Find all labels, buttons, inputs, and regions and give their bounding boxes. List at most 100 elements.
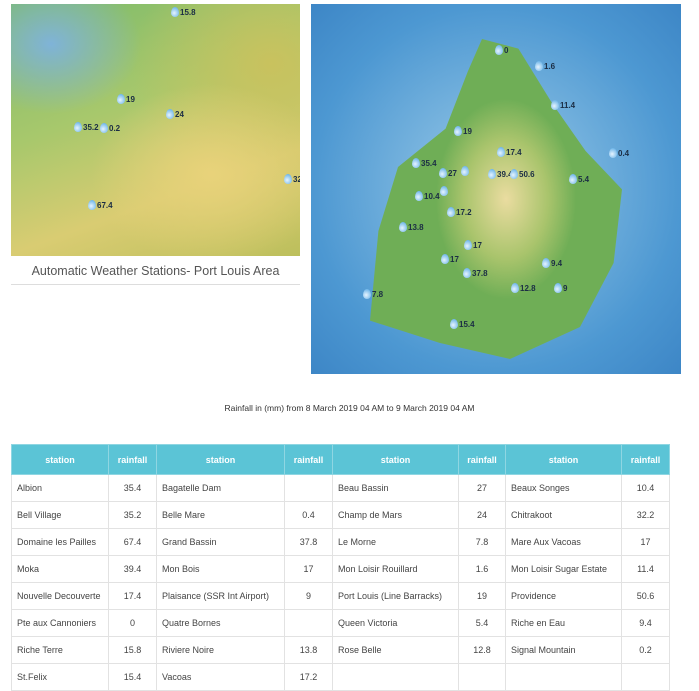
marker-value: 0 [504, 45, 509, 55]
raindrop-icon [399, 222, 407, 232]
raindrop-icon [439, 168, 447, 178]
station-cell: Mon Loisir Rouillard [332, 555, 459, 583]
station-cell: Pte aux Cannoniers [11, 609, 109, 637]
station-cell: Mon Loisir Sugar Estate [505, 555, 622, 583]
rainfall-cell: 24 [458, 501, 506, 529]
raindrop-icon [88, 200, 96, 210]
marker-value: 17 [473, 240, 482, 250]
station-cell [505, 663, 622, 691]
station-marker: 15.4 [450, 319, 475, 329]
island-terrain [370, 39, 622, 359]
rainfall-cell: 50.6 [621, 582, 670, 610]
raindrop-icon [464, 240, 472, 250]
rainfall-cell [284, 609, 333, 637]
station-header: station [156, 444, 285, 475]
station-cell: Riche Terre [11, 636, 109, 664]
rainfall-header: rainfall [621, 444, 670, 475]
station-cell: Albion [11, 474, 109, 502]
marker-value: 17.4 [506, 147, 522, 157]
table-header-row: station rainfall station rainfall station rai… [11, 444, 670, 475]
marker-value: 17.2 [456, 207, 472, 217]
marker-value: 27 [448, 168, 457, 178]
station-marker: 12.8 [511, 283, 536, 293]
station-marker: 5.4 [569, 174, 589, 184]
marker-value: 12.8 [520, 283, 536, 293]
station-cell: Rose Belle [332, 636, 459, 664]
raindrop-icon [171, 7, 179, 17]
raindrop-icon [454, 126, 462, 136]
station-marker: 19 [117, 94, 135, 104]
station-cell: Vacoas [156, 663, 285, 691]
rainfall-cell: 35.2 [108, 501, 157, 529]
station-marker: 35.2 [74, 122, 99, 132]
raindrop-icon [535, 61, 543, 71]
station-cell: Signal Mountain [505, 636, 622, 664]
raindrop-icon [415, 191, 423, 201]
station-cell: Quatre Bornes [156, 609, 285, 637]
raindrop-icon [284, 174, 292, 184]
raindrop-icon [488, 169, 496, 179]
station-header: station [332, 444, 459, 475]
station-cell: Moka [11, 555, 109, 583]
station-marker: 27 [439, 168, 457, 178]
raindrop-icon [74, 122, 82, 132]
station-marker: 7.8 [363, 289, 383, 299]
marker-value: 11.4 [560, 100, 576, 110]
marker-value: 1.6 [544, 61, 556, 71]
rainfall-cell [458, 663, 506, 691]
rainfall-cell: 19 [458, 582, 506, 610]
rainfall-cell: 37.8 [284, 528, 333, 556]
station-marker: 39.4 [488, 169, 513, 179]
station-marker: 50.6 [510, 169, 535, 179]
marker-value: 10.4 [424, 191, 440, 201]
marker-value: 0.4 [618, 148, 630, 158]
rainfall-cell: 17.4 [108, 582, 157, 610]
table-row: Moka 39.4 Mon Bois 17 Mon Loisir Rouillard 1.… [11, 555, 670, 583]
raindrop-icon [510, 169, 518, 179]
marker-value: 37.8 [472, 268, 488, 278]
marker-value: 39.4 [497, 169, 513, 179]
table-row: St.Felix 15.4 Vacoas 17.2 [11, 663, 670, 691]
station-marker: 11.4 [551, 100, 575, 110]
raindrop-icon [441, 254, 449, 264]
rainfall-cell: 27 [458, 474, 506, 502]
table-row: Albion 35.4 Bagatelle Dam Beau Bassin 27 Beau… [11, 474, 670, 502]
raindrop-icon [450, 319, 458, 329]
rainfall-cell: 0.2 [621, 636, 670, 664]
station-header: station [505, 444, 622, 475]
marker-value: 0.2 [109, 123, 121, 133]
marker-value: 7.8 [372, 289, 384, 299]
rainfall-cell [621, 663, 670, 691]
marker-value: 15.8 [180, 7, 196, 17]
table-row: Nouvelle Decouverte 17.4 Plaisance (SSR In… [11, 582, 670, 610]
rainfall-cell: 15.8 [108, 636, 157, 664]
rainfall-cell: 5.4 [458, 609, 506, 637]
marker-value: 19 [463, 126, 472, 136]
rainfall-header: rainfall [108, 444, 157, 475]
rainfall-cell: 0.4 [284, 501, 333, 529]
raindrop-icon [100, 123, 108, 133]
raindrop-icon [461, 166, 469, 176]
station-marker: 10.4 [415, 191, 440, 201]
station-cell: Grand Bassin [156, 528, 285, 556]
station-marker: 35.4 [412, 158, 437, 168]
rainfall-cell: 9 [284, 582, 333, 610]
station-cell: Providence [505, 582, 622, 610]
rainfall-header: rainfall [284, 444, 333, 475]
rainfall-cell: 1.6 [458, 555, 506, 583]
station-cell: Nouvelle Decouverte [11, 582, 109, 610]
rainfall-cell: 13.8 [284, 636, 333, 664]
raindrop-icon [363, 289, 371, 299]
raindrop-icon [511, 283, 519, 293]
station-marker: 0.2 [100, 123, 120, 133]
station-marker: 17 [441, 254, 459, 264]
marker-value: 67.4 [97, 200, 113, 210]
station-cell: Belle Mare [156, 501, 285, 529]
rainfall-cell: 12.8 [458, 636, 506, 664]
marker-value: 9 [563, 283, 568, 293]
rainfall-header: rainfall [458, 444, 506, 475]
marker-value: 35.2 [83, 122, 99, 132]
rainfall-cell: 11.4 [621, 555, 670, 583]
rainfall-cell: 67.4 [108, 528, 157, 556]
raindrop-icon [542, 258, 550, 268]
